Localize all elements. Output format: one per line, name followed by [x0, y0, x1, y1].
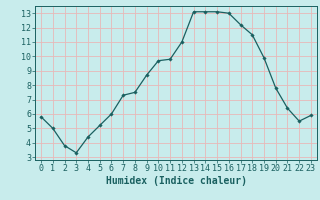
X-axis label: Humidex (Indice chaleur): Humidex (Indice chaleur)	[106, 176, 246, 186]
